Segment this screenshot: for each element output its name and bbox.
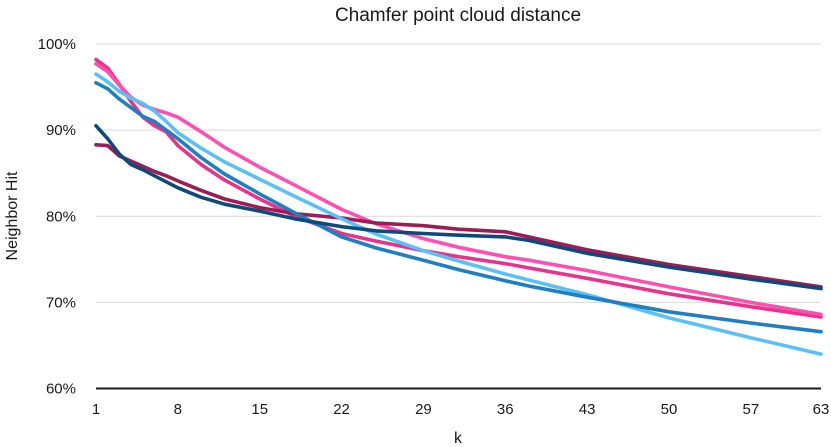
x-tick-label: 1: [92, 401, 100, 418]
x-tick-label: 22: [333, 401, 350, 418]
y-tick-label: 90%: [46, 122, 76, 139]
gridlines: [96, 43, 821, 303]
y-tick-label: 60%: [46, 381, 76, 398]
x-tick-label: 29: [415, 401, 432, 418]
y-axis-title: Neighbor Hit: [4, 171, 21, 260]
series-lines: [94, 57, 823, 356]
x-axis-title: k: [454, 430, 463, 447]
chart-title: Chamfer point cloud distance: [335, 5, 581, 26]
y-tick-label: 100%: [38, 36, 76, 53]
series-line-4: [94, 72, 823, 356]
series-line-1: [94, 57, 823, 319]
y-tick-label: 80%: [46, 208, 76, 225]
x-tick-label: 57: [742, 401, 759, 418]
y-tick-label: 70%: [46, 294, 76, 311]
series-line-5: [94, 81, 823, 334]
x-tick-label: 8: [174, 401, 182, 418]
x-tick-label: 50: [661, 401, 678, 418]
x-axis-ticks: 1 8 15 22 29 36 43 50 57 63: [92, 401, 830, 418]
y-axis-ticks: 60% 70% 80% 90% 100%: [38, 36, 76, 398]
series-line-2: [94, 62, 823, 317]
series-line-3: [94, 143, 823, 289]
x-tick-label: 43: [579, 401, 596, 418]
series-line-6: [94, 124, 823, 291]
x-tick-label: 15: [251, 401, 268, 418]
x-tick-label: 63: [813, 401, 830, 418]
x-tick-label: 36: [497, 401, 514, 418]
